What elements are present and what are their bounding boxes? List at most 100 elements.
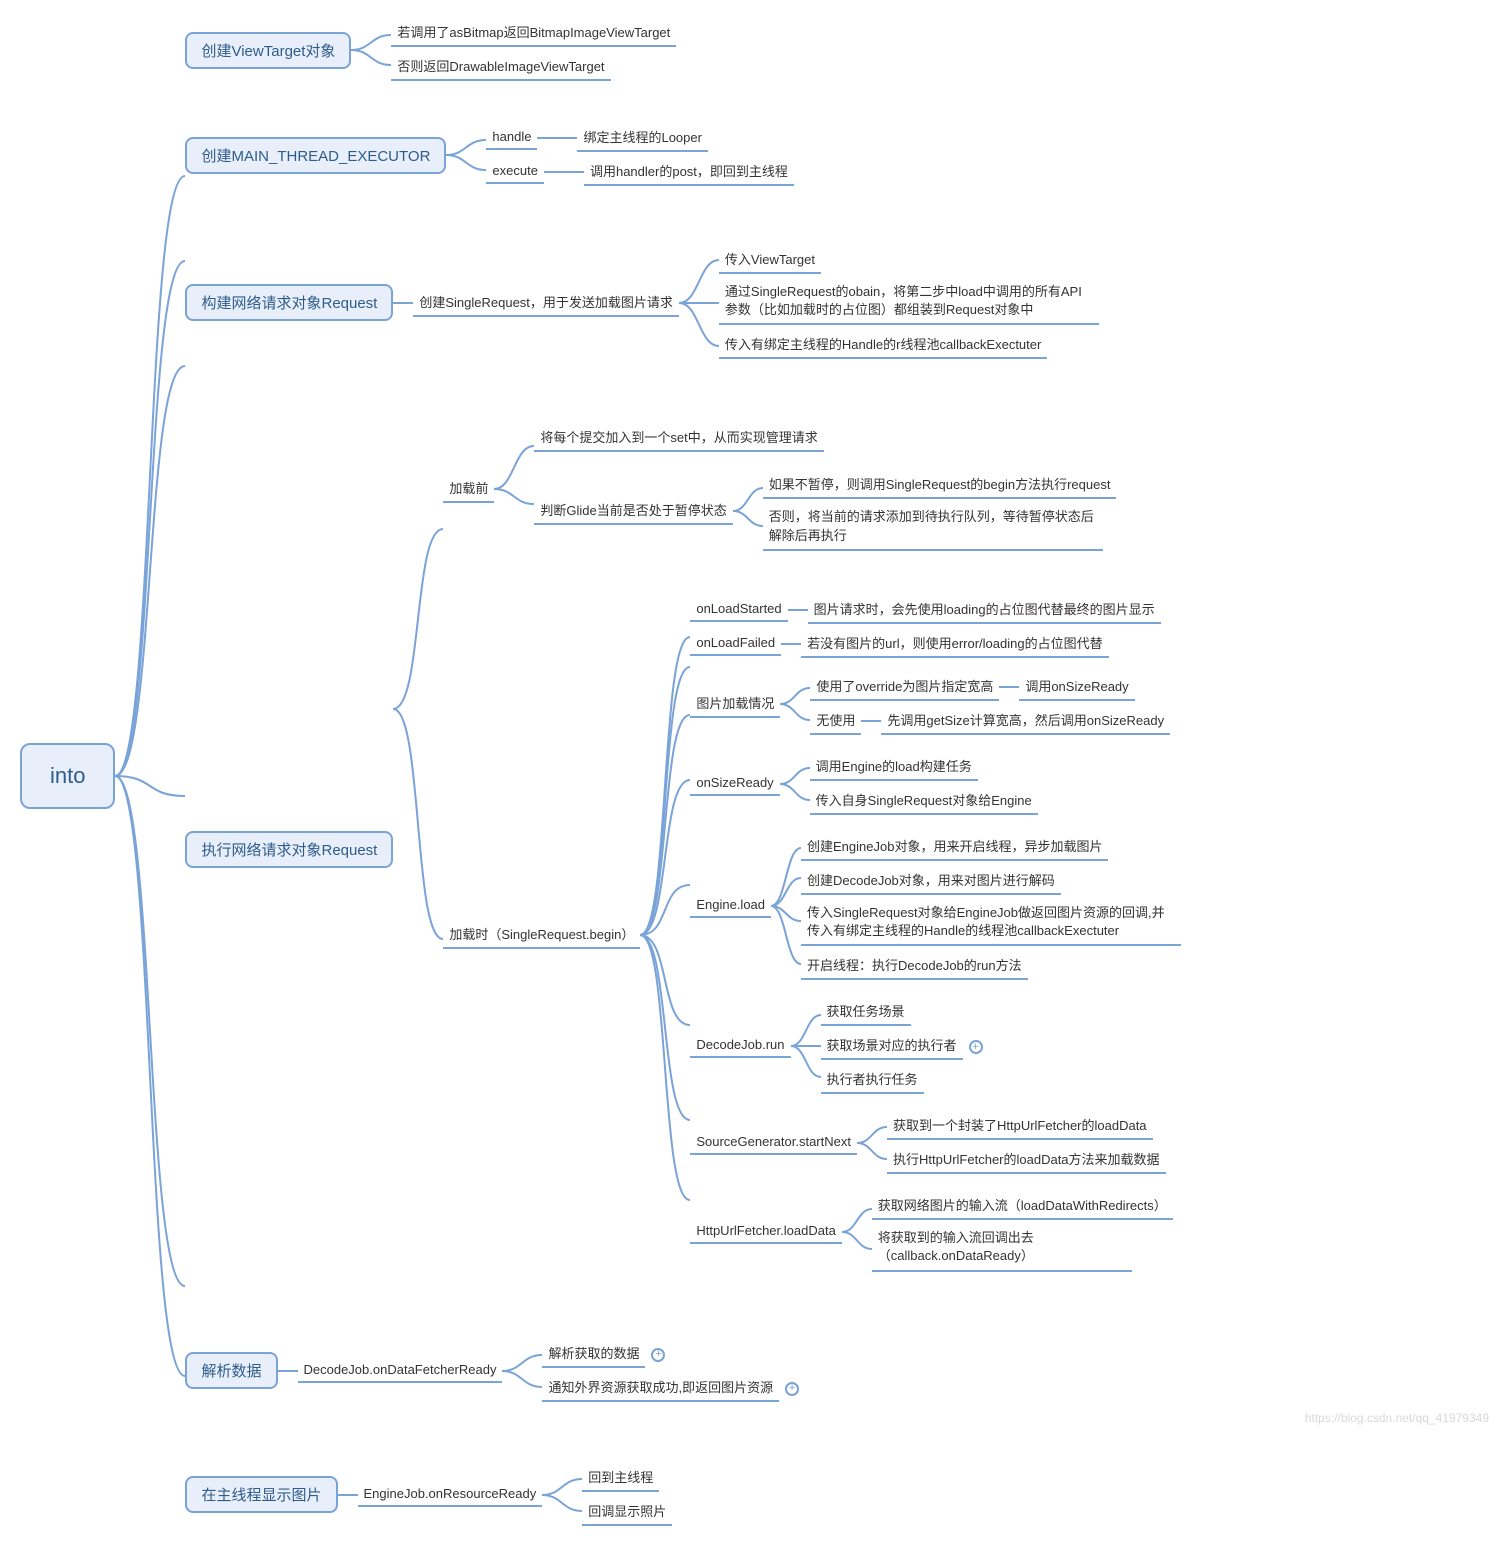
expand-icon[interactable] (969, 1040, 983, 1054)
leaf-label: DecodeJob.run (690, 1034, 790, 1058)
leaf: 通知外界资源获取成功,即返回图片资源 (542, 1374, 779, 1402)
leaf-label: onLoadStarted (690, 598, 787, 622)
children: 使用了override为图片指定宽高 调用onSizeReady 无使用 先调用… (810, 670, 1170, 738)
fork-connector (733, 476, 763, 546)
leaf: 回调显示照片 (582, 1498, 672, 1526)
children: 获取任务场景 获取场景对应的执行者 执行者执行任务 (821, 995, 983, 1097)
children: 若调用了asBitmap返回BitmapImageViewTarget 否则返回… (391, 16, 676, 84)
leaf-label: handle (486, 126, 537, 150)
fork-connector (679, 248, 719, 358)
fork-connector (393, 469, 443, 1229)
fork-connector (771, 836, 801, 976)
leaf: 传入自身SingleRequest对象给Engine (810, 787, 1038, 815)
node-parse-data[interactable]: 解析数据 (185, 1352, 277, 1389)
expand-icon[interactable] (651, 1348, 665, 1362)
leaf: 图片请求时，会先使用loading的占位图代替最终的图片显示 (808, 596, 1161, 624)
branch-parse-data: 解析数据 DecodeJob.onDataFetcherReady 解析获取的数… (185, 1334, 1181, 1408)
leaf: 否则返回DrawableImageViewTarget (391, 53, 610, 81)
leaf-mid: DecodeJob.onDataFetcherReady (298, 1359, 503, 1383)
children: 获取到一个封装了HttpUrlFetcher的loadData 执行HttpUr… (887, 1109, 1166, 1177)
leaf: 调用onSizeReady (1019, 673, 1134, 701)
leaf: 获取任务场景 (821, 998, 911, 1026)
leaf: 传入SingleRequest对象给EngineJob做返回图片资源的回调,并传… (801, 901, 1181, 946)
leaf-label: 判断Glide当前是否处于暂停状态 (534, 497, 732, 525)
fork-connector (842, 1197, 872, 1267)
root-fork-connector (115, 146, 185, 1406)
root-node[interactable]: into (20, 743, 115, 809)
leaf: 获取到一个封装了HttpUrlFetcher的loadData (887, 1112, 1153, 1140)
leaf: 创建DecodeJob对象，用来对图片进行解码 (801, 867, 1061, 895)
level1-stack: 创建ViewTarget对象 若调用了asBitmap返回BitmapImage… (185, 20, 1181, 1532)
fork-connector (640, 625, 690, 1245)
children: 解析获取的数据 通知外界资源获取成功,即返回图片资源 (542, 1337, 799, 1405)
leaf: 如果不暂停，则调用SingleRequest的begin方法执行request (763, 471, 1117, 499)
leaf: 执行HttpUrlFetcher的loadData方法来加载数据 (887, 1146, 1166, 1174)
children: 将每个提交加入到一个set中，从而实现管理请求 判断Glide当前是否处于暂停状… (534, 421, 1116, 556)
children: 调用Engine的load构建任务 传入自身SingleRequest对象给En… (810, 750, 1038, 818)
mindmap-root-container: into 创建ViewTarget对象 若调用了asBitmap返回Bitmap… (20, 20, 1481, 1532)
fork-connector (351, 23, 391, 77)
leaf-label: HttpUrlFetcher.loadData (690, 1220, 841, 1244)
leaf: 绑定主线程的Looper (577, 124, 707, 152)
fork-connector (857, 1115, 887, 1171)
fork-connector (780, 756, 810, 812)
leaf-label: onLoadFailed (690, 632, 781, 656)
leaf: 执行者执行任务 (821, 1066, 924, 1094)
fork-connector (791, 1003, 821, 1089)
node-main-thread-executor[interactable]: 创建MAIN_THREAD_EXECUTOR (185, 137, 446, 174)
leaf: 通过SingleRequest的obain，将第二步中load中调用的所有API… (719, 280, 1099, 325)
leaf: 先调用getSize计算宽高，然后调用onSizeReady (881, 707, 1170, 735)
leaf: 调用Engine的load构建任务 (810, 753, 978, 781)
leaf: 获取网络图片的输入流（loadDataWithRedirects） (872, 1192, 1173, 1220)
branch-before-load: 加载前 将每个提交加入到一个set中，从而实现管理请求 判断Glide当前是否处… (443, 418, 1181, 559)
fork-connector (494, 434, 534, 544)
leaf-label: 加载前 (443, 475, 494, 503)
node-create-viewtarget[interactable]: 创建ViewTarget对象 (185, 32, 351, 69)
leaf: 获取场景对应的执行者 (821, 1032, 963, 1060)
leaf-label: 加载时（SingleRequest.begin） (443, 921, 640, 949)
fork-connector (542, 1467, 582, 1523)
leaf-label: SourceGenerator.startNext (690, 1131, 857, 1155)
node-build-request[interactable]: 构建网络请求对象Request (185, 284, 393, 321)
node-show-image[interactable]: 在主线程显示图片 (185, 1476, 337, 1513)
children: handle 绑定主线程的Looper execute 调用handler的po… (486, 121, 794, 189)
branch-executor: 创建MAIN_THREAD_EXECUTOR handle 绑定主线程的Loop… (185, 120, 1181, 190)
leaf: 解析获取的数据 (542, 1340, 645, 1368)
leaf: 调用handler的post，即回到主线程 (584, 158, 794, 186)
leaf: 将每个提交加入到一个set中，从而实现管理请求 (534, 424, 823, 452)
branch-viewtarget: 创建ViewTarget对象 若调用了asBitmap返回BitmapImage… (185, 20, 1181, 80)
branch-show-image: 在主线程显示图片 EngineJob.onResourceReady 回到主线程… (185, 1458, 1181, 1532)
expand-icon[interactable] (785, 1382, 799, 1396)
leaf-label: Engine.load (690, 894, 771, 918)
node-exec-request[interactable]: 执行网络请求对象Request (185, 831, 393, 868)
children: 创建EngineJob对象，用来开启线程，异步加载图片 创建DecodeJob对… (801, 830, 1181, 983)
leaf: 回到主线程 (582, 1464, 659, 1492)
leaf: 传入有绑定主线程的Handle的r线程池callbackExectuter (719, 331, 1047, 359)
branch-build-request: 构建网络请求对象Request 创建SingleRequest，用于发送加载图片… (185, 240, 1181, 365)
fork-connector (502, 1343, 542, 1399)
children: 获取网络图片的输入流（loadDataWithRedirects） 将获取到的输… (872, 1189, 1173, 1274)
children: 回到主线程 回调显示照片 (582, 1461, 672, 1529)
branch-on-load: 加载时（SingleRequest.begin） onLoadStar (443, 590, 1181, 1281)
leaf-label: onSizeReady (690, 772, 779, 796)
watermark-text: https://blog.csdn.net/qq_41979349 (1305, 1411, 1489, 1425)
branch-exec-request: 执行网络请求对象Request 加载前 将每个提交加入到一个set中，从而实现管… (185, 415, 1181, 1283)
leaf-label: 图片加载情况 (690, 690, 780, 718)
fork-connector (780, 676, 810, 732)
leaf: 无使用 (810, 707, 861, 735)
leaf: 传入ViewTarget (719, 246, 821, 274)
leaf: 创建EngineJob对象，用来开启线程，异步加载图片 (801, 833, 1108, 861)
children: 加载前 将每个提交加入到一个set中，从而实现管理请求 判断Glide当前是否处… (443, 418, 1181, 1280)
leaf: 若调用了asBitmap返回BitmapImageViewTarget (391, 19, 676, 47)
leaf: 若没有图片的url，则使用error/loading的占位图代替 (801, 630, 1108, 658)
fork-connector (446, 128, 486, 182)
leaf-mid: EngineJob.onResourceReady (358, 1483, 543, 1507)
leaf: 否则，将当前的请求添加到待执行队列，等待暂停状态后解除后再执行 (763, 505, 1103, 550)
children: onLoadStarted 图片请求时，会先使用loading的占位图代替最终的… (690, 593, 1181, 1278)
leaf: 使用了override为图片指定宽高 (810, 673, 999, 701)
leaf-mid: 创建SingleRequest，用于发送加载图片请求 (413, 289, 679, 317)
leaf: 将获取到的输入流回调出去（callback.onDataReady） (872, 1226, 1132, 1271)
children: 传入ViewTarget 通过SingleRequest的obain，将第二步中… (719, 243, 1099, 362)
children: 如果不暂停，则调用SingleRequest的begin方法执行request … (763, 468, 1117, 553)
leaf: 开启线程：执行DecodeJob的run方法 (801, 952, 1028, 980)
